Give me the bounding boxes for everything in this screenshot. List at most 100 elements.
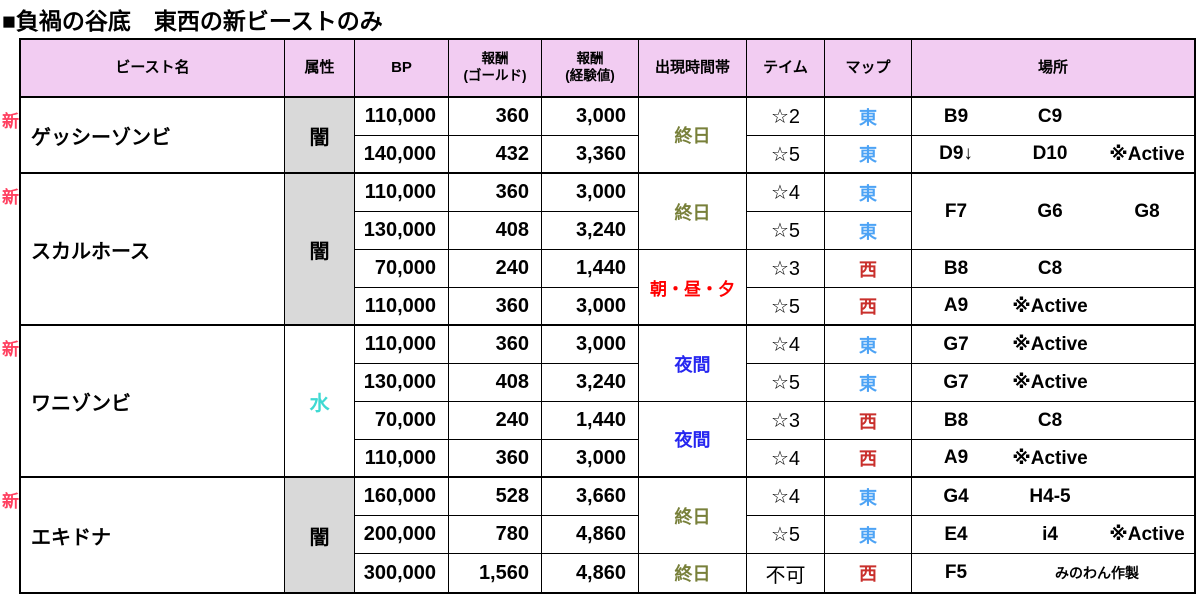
location: B9 (943, 105, 969, 127)
gold-cell: 528 (449, 478, 542, 516)
gold-cell: 360 (449, 326, 542, 364)
place-cell: G7 ※Active (912, 326, 1194, 364)
location-note: ※Active (1012, 372, 1088, 393)
header-place: 場所 (912, 40, 1194, 98)
location: E4 (944, 523, 968, 545)
tame-cell: ☆4 (747, 326, 825, 364)
place-cell: A9 ※Active (912, 440, 1194, 478)
location: F7 (944, 200, 968, 222)
location-note: ※Active (1109, 524, 1185, 545)
place-cell: B8 C8 (912, 402, 1194, 440)
header-beast-name: ビースト名 (21, 40, 285, 98)
beast-table: ビースト名 属性 BP 報酬 (ゴールド) 報酬 (経験値) 出現時間帯 テイム マ… (19, 38, 1196, 594)
map-cell: 西 (825, 440, 912, 478)
bp-cell: 110,000 (355, 288, 449, 326)
location: C9 (1037, 105, 1063, 127)
gold-cell: 432 (449, 136, 542, 174)
bp-cell: 130,000 (355, 212, 449, 250)
header-reward-gold-line1: 報酬 (481, 51, 509, 67)
location-note: ※Active (1109, 143, 1185, 165)
map-cell: 東 (825, 478, 912, 516)
bp-cell: 110,000 (355, 174, 449, 212)
place-cell: G7 ※Active (912, 364, 1194, 402)
exp-cell: 4,860 (542, 554, 639, 592)
gold-cell: 360 (449, 440, 542, 478)
place-cell: B9 C9 (912, 98, 1194, 136)
exp-cell: 3,000 (542, 174, 639, 212)
map-cell: 西 (825, 288, 912, 326)
exp-cell: 3,240 (542, 364, 639, 402)
map-cell: 西 (825, 554, 912, 592)
tame-cell: ☆5 (747, 136, 825, 174)
gold-cell: 240 (449, 250, 542, 288)
exp-cell: 3,000 (542, 98, 639, 136)
map-cell: 東 (825, 326, 912, 364)
gold-cell: 360 (449, 288, 542, 326)
header-tame: テイム (747, 40, 825, 98)
exp-cell: 3,000 (542, 326, 639, 364)
map-cell: 東 (825, 136, 912, 174)
location: A9 (943, 295, 969, 316)
location: G6 (1037, 200, 1063, 222)
bp-cell: 110,000 (355, 326, 449, 364)
map-cell: 東 (825, 174, 912, 212)
time-cell: 終日 (639, 478, 747, 554)
location-note: ※Active (1012, 447, 1088, 469)
place-cell: D9↓ D10 ※Active (912, 136, 1194, 174)
location: F5 (944, 562, 968, 583)
map-cell: 東 (825, 98, 912, 136)
header-reward-exp: 報酬 (経験値) (542, 40, 639, 98)
new-marker: 新 (2, 112, 19, 131)
beast-name: ワニゾンビ (21, 326, 285, 478)
location: D9↓ (939, 143, 973, 164)
bp-cell: 70,000 (355, 250, 449, 288)
gold-cell: 408 (449, 212, 542, 250)
header-reward-exp-line2: (経験値) (565, 68, 615, 83)
attribute-cell: 闇 (285, 174, 355, 326)
place-cell: G4 H4-5 (912, 478, 1194, 516)
tame-cell: ☆4 (747, 440, 825, 478)
location: B8 (943, 257, 969, 279)
exp-cell: 3,000 (542, 288, 639, 326)
attribute-cell: 闇 (285, 98, 355, 174)
time-cell: 夜間 (639, 402, 747, 478)
beast-name: スカルホース (21, 174, 285, 326)
tame-cell: ☆5 (747, 212, 825, 250)
time-cell: 終日 (639, 174, 747, 250)
bp-cell: 140,000 (355, 136, 449, 174)
header-reward-gold-line2: (ゴールド) (463, 68, 527, 83)
tame-cell: ☆2 (747, 98, 825, 136)
tame-cell: ☆5 (747, 364, 825, 402)
tame-cell: ☆5 (747, 516, 825, 554)
bp-cell: 130,000 (355, 364, 449, 402)
map-cell: 西 (825, 250, 912, 288)
tame-cell: ☆5 (747, 288, 825, 326)
location: G4 (943, 485, 969, 507)
gold-cell: 240 (449, 402, 542, 440)
exp-cell: 3,000 (542, 440, 639, 478)
gold-cell: 360 (449, 174, 542, 212)
bp-cell: 200,000 (355, 516, 449, 554)
attribute-cell: 闇 (285, 478, 355, 592)
header-bp: BP (355, 40, 449, 98)
place-cell: A9 ※Active (912, 288, 1194, 326)
exp-cell: 3,660 (542, 478, 639, 516)
tame-cell: ☆3 (747, 250, 825, 288)
map-cell: 西 (825, 402, 912, 440)
header-reward-exp-line1: 報酬 (576, 51, 604, 67)
time-cell: 夜間 (639, 326, 747, 402)
gold-cell: 780 (449, 516, 542, 554)
bp-cell: 300,000 (355, 554, 449, 592)
header-attribute: 属性 (285, 40, 355, 98)
location: G7 (943, 333, 969, 355)
bp-cell: 110,000 (355, 98, 449, 136)
location: G8 (1134, 200, 1160, 222)
map-cell: 東 (825, 212, 912, 250)
page-title: ■負禍の谷底 東西の新ビーストのみ (2, 8, 383, 34)
location: D10 (1032, 143, 1068, 164)
beast-name: エキドナ (21, 478, 285, 592)
new-marker: 新 (2, 340, 19, 359)
location: H4-5 (1029, 485, 1071, 507)
header-map: マップ (825, 40, 912, 98)
